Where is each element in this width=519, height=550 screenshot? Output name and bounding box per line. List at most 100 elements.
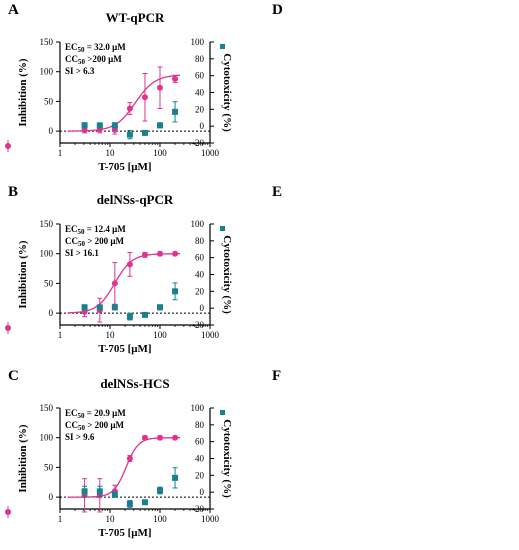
y-tick-label: 100 <box>40 67 54 77</box>
panel-letter: E <box>272 184 282 200</box>
y2-axis-label: Cytotoxicity (%) <box>221 419 233 498</box>
y-tick-label: 0 <box>49 308 54 318</box>
cytotoxicity-point <box>111 304 118 311</box>
chart-title: delNSs-HCS <box>100 376 169 391</box>
cytotoxicity-point <box>111 491 118 498</box>
x-tick-label: 1 <box>58 330 63 340</box>
cytotoxicity-point <box>81 488 88 495</box>
cytotoxicity-point <box>96 304 103 311</box>
y2-tick-label: 60 <box>195 71 205 81</box>
legend-inhibition-marker <box>5 509 11 515</box>
y-tick-label: 0 <box>49 492 54 502</box>
x-tick-label: 1 <box>58 148 63 158</box>
legend-cytotoxicity-marker <box>220 410 225 415</box>
y-axis-label: Inhibition (%) <box>17 240 29 308</box>
y2-tick-label: 0 <box>200 303 205 313</box>
y2-axis-label: Cytotoxicity (%) <box>221 53 233 132</box>
cytotoxicity-point <box>157 122 163 129</box>
x-tick-label: 10 <box>106 148 116 158</box>
inhibition-point <box>81 126 88 133</box>
y-tick-label: 100 <box>40 433 54 443</box>
panel-letter: D <box>272 2 283 18</box>
inhibition-point <box>157 250 163 257</box>
annotation-line: SI > 9.6 <box>65 432 95 442</box>
y-tick-label: 50 <box>44 462 54 472</box>
inhibition-point <box>141 94 148 101</box>
y2-tick-label: 100 <box>191 403 205 413</box>
y2-tick-label: 60 <box>195 253 205 263</box>
y-tick-label: 100 <box>40 249 54 259</box>
cytotoxicity-point <box>96 122 103 129</box>
panel-letter: B <box>8 184 18 200</box>
annotation-line: EC50 = 12.4 μM <box>65 224 126 236</box>
y2-tick-label: 100 <box>191 37 205 47</box>
annotation-line: SI > 6.3 <box>65 66 95 76</box>
y2-axis-label: Cytotoxicity (%) <box>221 235 233 314</box>
x-tick-label: 1000 <box>201 330 220 340</box>
x-tick-label: 1000 <box>201 514 220 524</box>
y2-tick-label: 100 <box>191 219 205 229</box>
cytotoxicity-point <box>96 488 103 495</box>
y-axis-label: Inhibition (%) <box>17 424 29 492</box>
y-axis-label: Inhibition (%) <box>17 58 29 126</box>
cytotoxicity-point <box>157 487 163 494</box>
legend-inhibition-marker <box>5 143 11 149</box>
x-tick-label: 100 <box>153 514 167 524</box>
y2-tick-label: 60 <box>195 437 205 447</box>
x-axis-label: T-705 [μM] <box>98 527 151 539</box>
inhibition-point <box>141 434 148 441</box>
cytotoxicity-point <box>141 499 148 506</box>
y-tick-label: 150 <box>40 219 54 229</box>
cytotoxicity-point <box>141 311 148 318</box>
cytotoxicity-point <box>172 288 179 295</box>
y2-tick-label: 20 <box>195 104 205 114</box>
inhibition-point <box>126 261 133 268</box>
inhibition-point <box>157 434 163 441</box>
legend-cytotoxicity-marker <box>220 44 225 49</box>
x-axis-label: T-705 [μM] <box>98 343 151 355</box>
x-axis-label: T-705 [μM] <box>98 161 151 173</box>
cytotoxicity-point <box>157 304 163 311</box>
annotation-line: CC50 >200 μM <box>65 54 122 66</box>
cytotoxicity-point <box>141 129 148 136</box>
x-tick-label: 10 <box>106 514 116 524</box>
inhibition-point <box>111 126 118 133</box>
y-tick-label: 150 <box>40 37 54 47</box>
cytotoxicity-point <box>126 131 133 138</box>
inhibition-point <box>126 105 133 112</box>
y2-tick-label: 0 <box>200 487 205 497</box>
x-tick-label: 10 <box>106 330 116 340</box>
cytotoxicity-point <box>172 474 179 481</box>
y2-tick-label: 80 <box>195 236 205 246</box>
panel-letter: A <box>8 2 19 18</box>
inhibition-point <box>126 455 133 462</box>
y2-tick-label: 80 <box>195 54 205 64</box>
y2-tick-label: 40 <box>195 454 205 464</box>
inhibition-point <box>81 308 88 315</box>
y2-tick-label: 20 <box>195 470 205 480</box>
legend-inhibition-marker <box>5 325 11 331</box>
x-tick-label: 100 <box>153 148 167 158</box>
y2-tick-label: 20 <box>195 286 205 296</box>
cytotoxicity-point <box>126 313 133 320</box>
cytotoxicity-point <box>126 500 133 507</box>
chart-title: delNSs-qPCR <box>97 192 174 207</box>
y2-tick-label: 40 <box>195 270 205 280</box>
inhibition-point <box>172 434 179 441</box>
x-tick-label: 1 <box>58 514 63 524</box>
panel-letter: F <box>272 368 281 384</box>
inhibition-point <box>157 84 163 91</box>
annotation-line: CC50 > 200 μM <box>65 236 124 248</box>
annotation-line: EC50 = 32.0 μM <box>65 42 126 54</box>
x-tick-label: 100 <box>153 330 167 340</box>
y2-tick-label: 0 <box>200 121 205 131</box>
cytotoxicity-point <box>172 108 179 115</box>
inhibition-point <box>141 251 148 258</box>
inhibition-point <box>111 280 118 287</box>
annotation-line: SI > 16.1 <box>65 248 99 258</box>
